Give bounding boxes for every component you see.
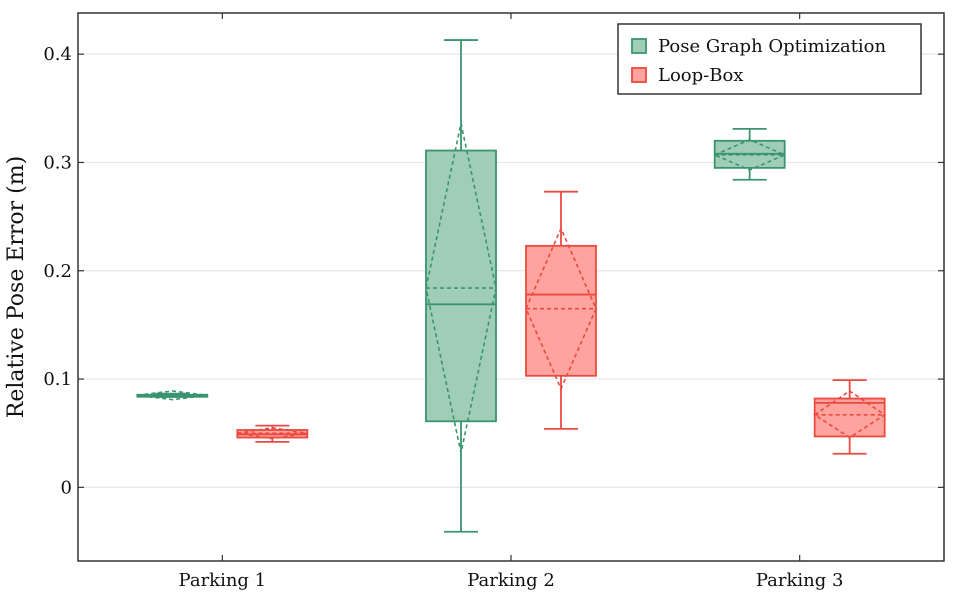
box-plot (136, 390, 209, 401)
y-tick-label: 0.4 (43, 44, 72, 65)
legend-label: Pose Graph Optimization (658, 36, 887, 57)
x-axis: Parking 1 Parking 2 Parking 3 (179, 13, 844, 591)
legend-label: Loop-Box (658, 65, 743, 86)
grid-lines (78, 53, 944, 488)
y-axis: 0 0.1 0.2 0.3 0.4 (43, 44, 944, 498)
box-plot (813, 379, 887, 455)
x-tick-label: Parking 3 (756, 570, 844, 591)
y-axis-label: Relative Pose Error (m) (4, 156, 29, 418)
y-tick-label: 0.2 (43, 261, 72, 282)
mean-sd-diamond (813, 390, 887, 439)
box-plot (712, 127, 787, 181)
iqr-box (425, 149, 497, 423)
plot-frame (77, 12, 945, 562)
box-plot (425, 39, 497, 533)
box-series (236, 190, 887, 455)
mean-sd-diamond (525, 226, 597, 391)
legend-frame (617, 23, 922, 95)
box-series (136, 39, 787, 533)
y-tick-label: 0 (61, 477, 72, 498)
iqr-box (813, 397, 886, 438)
legend-swatch (631, 67, 647, 83)
y-tick-label: 0.3 (43, 152, 72, 173)
y-tick-label: 0.1 (43, 369, 72, 390)
x-tick-label: Parking 2 (467, 570, 555, 591)
mean-sd-diamond (237, 426, 308, 440)
mean-sd-diamond (425, 123, 497, 453)
mean-sd-diamond (137, 390, 208, 401)
iqr-box (525, 244, 597, 377)
legend: Pose Graph Optimization Loop-Box (617, 23, 922, 95)
legend-swatch (631, 38, 647, 54)
box-plot (236, 424, 309, 443)
box-series-group (136, 39, 887, 533)
box-plot (525, 190, 597, 430)
x-tick-label: Parking 1 (179, 570, 267, 591)
mean-sd-diamond (712, 138, 787, 171)
